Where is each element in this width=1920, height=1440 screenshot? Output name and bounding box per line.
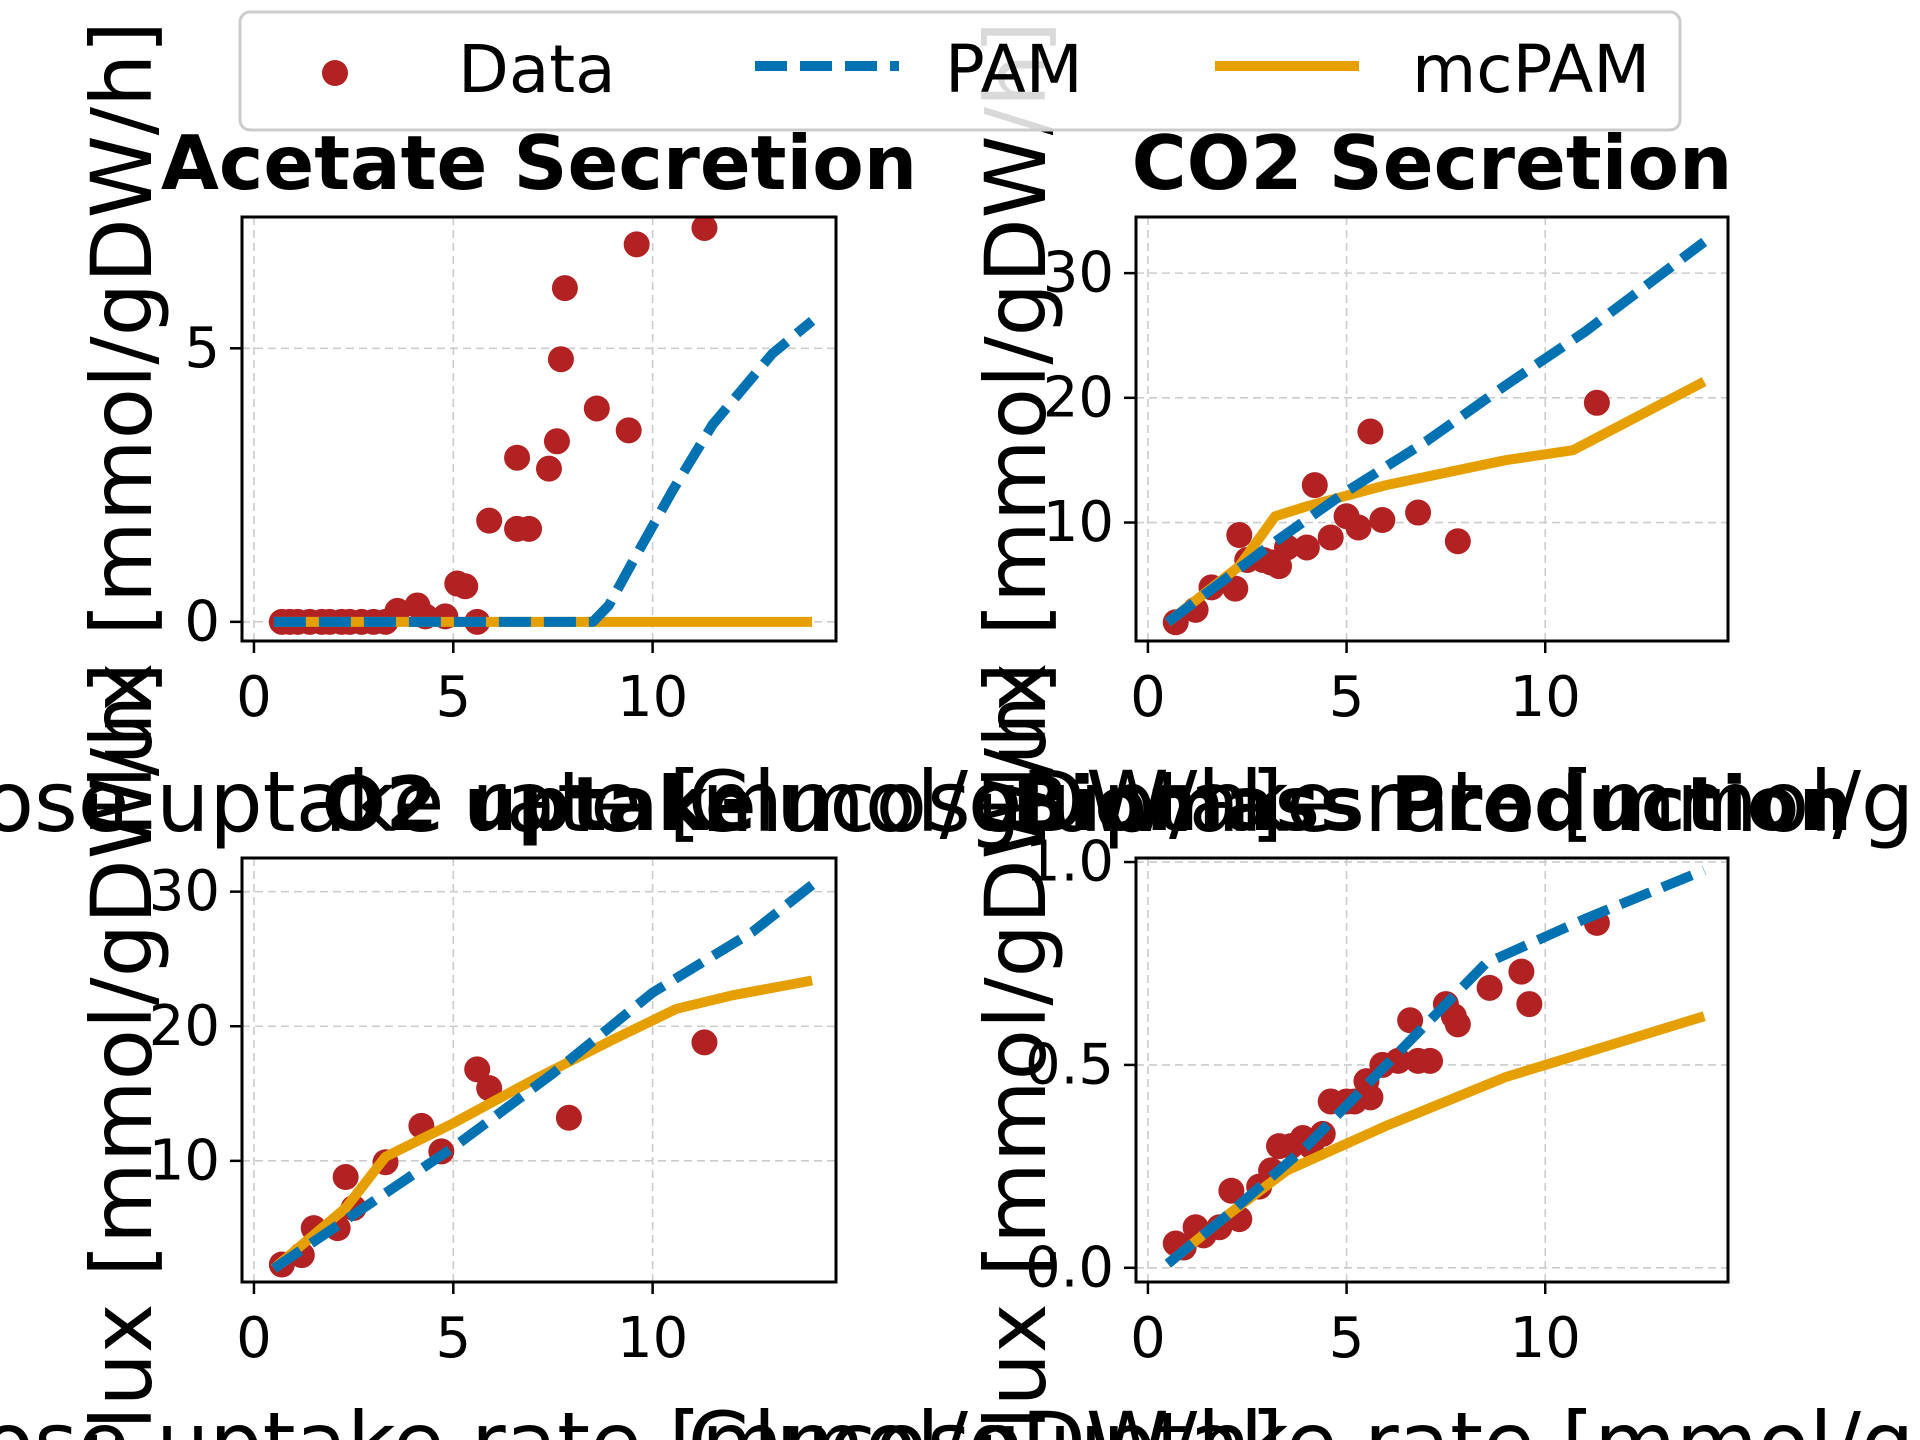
- x-tick-label: 0: [1130, 665, 1166, 730]
- x-tick-label: 0: [236, 665, 272, 730]
- plot-area: [268, 217, 816, 635]
- panel-title: Biomass Production: [1012, 760, 1852, 848]
- y-tick-label: 20: [149, 994, 220, 1059]
- x-tick-label: 5: [1329, 665, 1365, 730]
- y-tick-label: 30: [1043, 241, 1114, 306]
- pam-line: [271, 880, 816, 1273]
- data-point: [583, 395, 610, 422]
- y-axis-label-3: Flux [mmol/gDW/h]: [73, 662, 171, 1440]
- data-point: [1444, 1011, 1471, 1038]
- legend-entry-data: Data: [322, 31, 616, 108]
- legend-marker: [322, 60, 348, 86]
- x-tick-label: 10: [1510, 1306, 1581, 1371]
- panel-co2-secretion: 0 5 10 10 20 30 CO2 Secretion: [1043, 119, 1733, 730]
- data-point: [615, 417, 642, 444]
- data-point: [476, 507, 503, 534]
- y-axis-label-2: Flux [mmol/gDW/h]: [967, 21, 1065, 837]
- data-point: [1516, 991, 1543, 1018]
- data-point: [1417, 1047, 1444, 1074]
- x-tick-label: 10: [617, 1306, 688, 1371]
- pam-line: [1164, 865, 1707, 1268]
- data-point: [1226, 522, 1253, 548]
- y-tick-label: 0: [184, 589, 220, 654]
- mcpam-line: [1164, 377, 1707, 627]
- panel-title: Acetate Secretion: [161, 119, 917, 207]
- data-point: [1293, 534, 1320, 561]
- panel-title: O2 uptake: [322, 760, 756, 848]
- x-tick-label: 10: [1510, 665, 1581, 730]
- data-point: [516, 515, 543, 542]
- x-axis-label-4: Glucose uptake rate [mmol/gDW/h]: [688, 1394, 1920, 1440]
- axes-frame: [1134, 215, 1730, 643]
- data-point: [1317, 524, 1344, 551]
- data-point: [543, 428, 570, 455]
- y-tick-label: 0.5: [1025, 1032, 1114, 1097]
- data-point: [332, 1164, 359, 1191]
- data-point: [504, 444, 531, 471]
- data-point: [1444, 528, 1471, 555]
- y-axis-label-1: Flux [mmol/gDW/h]: [73, 21, 171, 837]
- data-point: [623, 231, 650, 258]
- y-tick-label: 20: [1043, 365, 1114, 430]
- legend-label: mcPAM: [1412, 31, 1650, 108]
- panel-acetate-secretion: 0 5 10 0 5 Acetate Secretion: [161, 119, 917, 730]
- x-tick-label: 5: [435, 1306, 471, 1371]
- y-tick-label: 10: [1043, 490, 1114, 555]
- data-point: [691, 217, 718, 241]
- axes-frame: [1134, 856, 1730, 1284]
- data-point: [1345, 514, 1372, 541]
- x-tick-label: 0: [236, 1306, 272, 1371]
- data-point: [1369, 507, 1396, 534]
- data-point: [1583, 389, 1610, 416]
- x-tick-label: 10: [617, 665, 688, 730]
- legend-entry-mcpam: mcPAM: [1215, 31, 1650, 108]
- y-axis-label-4: Flux [mmol/gDW/h]: [967, 662, 1065, 1440]
- x-tick-label: 5: [435, 665, 471, 730]
- pam-line: [1164, 237, 1708, 627]
- axes-frame: [240, 215, 838, 643]
- panel-title: CO2 Secretion: [1132, 119, 1733, 207]
- y-tick-label: 0.0: [1025, 1235, 1114, 1300]
- data-point: [1508, 958, 1535, 985]
- x-tick-label: 5: [1329, 1306, 1365, 1371]
- y-tick-label: 5: [184, 316, 220, 381]
- panels: Glucose uptake rate [mmol/gDW/h]Flux [mm…: [0, 21, 1920, 1440]
- legend-box: [238, 10, 1682, 132]
- data-point: [1357, 418, 1384, 445]
- data-point: [555, 1104, 582, 1131]
- legend-label: PAM: [945, 31, 1083, 108]
- data-point: [551, 275, 578, 302]
- plot-area: [268, 880, 816, 1278]
- data-point: [464, 1056, 491, 1083]
- data-point: [535, 455, 562, 482]
- plot-area: [1162, 237, 1708, 636]
- y-tick-label: 10: [149, 1128, 220, 1193]
- x-axis-label-2: Glucose uptake rate [mmol/gDW/h]: [688, 753, 1920, 851]
- data-point: [1476, 974, 1503, 1001]
- data-point: [1218, 1177, 1245, 1204]
- data-point: [691, 1029, 718, 1056]
- data-point: [1385, 1047, 1412, 1074]
- y-tick-label: 1.0: [1025, 830, 1114, 895]
- y-tick-label: 30: [149, 859, 220, 924]
- axes-frame: [240, 856, 838, 1284]
- legend-entry-pam: PAM: [755, 31, 1083, 108]
- data-point: [547, 346, 574, 373]
- panel-o2-uptake: 0 5 10 10 20 30 O2 uptake: [149, 760, 838, 1371]
- x-axis-label-3: Glucose uptake rate [mmol/gDW/h]: [0, 1394, 1283, 1440]
- legend: Data PAM mcPAM: [238, 10, 1682, 132]
- mcpam-line: [270, 975, 814, 1273]
- x-axis-label-1: Glucose uptake rate [mmol/gDW/h]: [0, 753, 1283, 851]
- data-point: [1301, 472, 1328, 499]
- data-point: [452, 573, 479, 600]
- data-point: [1357, 1084, 1384, 1111]
- data-point: [1405, 499, 1432, 526]
- legend-label: Data: [458, 31, 616, 108]
- plot-area: [1162, 865, 1707, 1268]
- pam-line: [273, 317, 816, 627]
- x-tick-label: 0: [1130, 1306, 1166, 1371]
